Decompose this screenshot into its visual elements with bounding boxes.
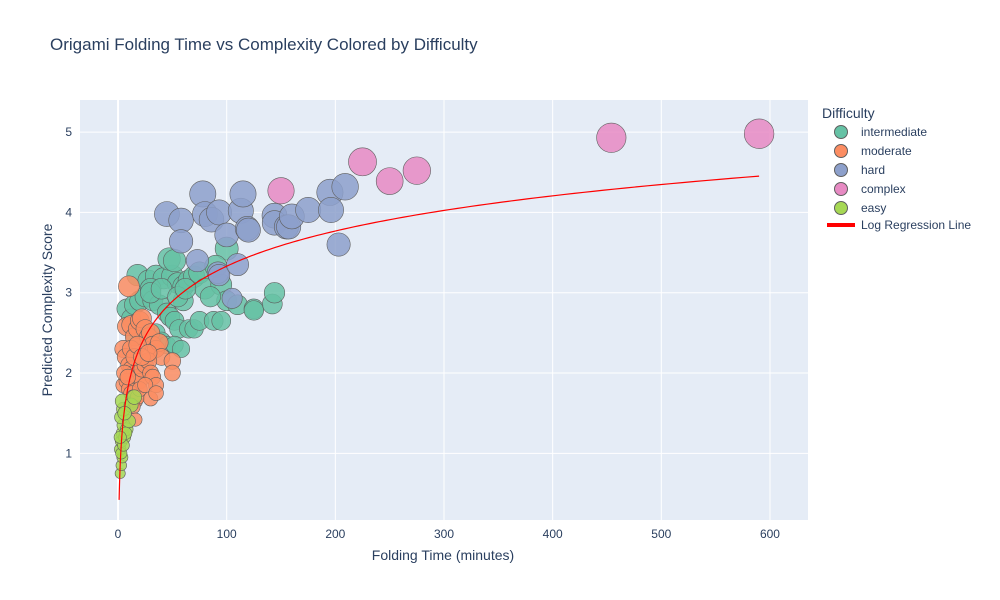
legend-marker-moderate[interactable] (834, 144, 848, 158)
tick-labels: 0 100 200 300 400 500 600 1 2 3 4 5 (65, 125, 780, 541)
legend-label-regression[interactable]: Log Regression Line (861, 218, 971, 232)
legend-marker-easy[interactable] (834, 201, 848, 215)
data-point-moderate (139, 344, 158, 362)
y-tick-label: 5 (65, 125, 72, 139)
legend-label-hard[interactable]: hard (861, 163, 885, 177)
data-point-complex (348, 147, 377, 177)
data-point-intermediate (263, 282, 286, 304)
x-tick-label: 600 (760, 527, 780, 541)
data-point-hard (326, 232, 351, 257)
x-tick-label: 100 (217, 527, 237, 541)
legend[interactable]: Difficulty intermediate moderate hard compl… (822, 105, 971, 232)
data-point-complex (743, 118, 775, 149)
x-tick-label: 200 (325, 527, 345, 541)
legend-label-intermediate[interactable]: intermediate (861, 125, 927, 139)
data-point-complex (267, 177, 295, 205)
data-point-easy (113, 430, 127, 444)
x-tick-label: 0 (115, 527, 122, 541)
regression-line (118, 175, 760, 500)
regression-line-layer (118, 175, 760, 500)
y-tick-label: 3 (65, 286, 72, 300)
data-point-complex (375, 167, 404, 195)
data-points (113, 118, 775, 479)
legend-label-complex[interactable]: complex (861, 182, 906, 196)
legend-title: Difficulty (822, 105, 875, 121)
data-point-hard (318, 197, 344, 223)
data-point-easy (126, 389, 142, 405)
data-point-hard (236, 217, 261, 243)
data-point-hard (185, 249, 209, 273)
x-tick-label: 400 (543, 527, 563, 541)
chart-title: Origami Folding Time vs Complexity Color… (50, 35, 478, 54)
data-point-hard (214, 222, 239, 248)
x-tick-label: 500 (651, 527, 671, 541)
data-point-intermediate (199, 286, 221, 308)
x-tick-label: 300 (434, 527, 454, 541)
data-point-hard (221, 287, 243, 309)
data-point-intermediate (211, 311, 232, 331)
data-point-hard (168, 207, 194, 234)
data-point-hard (168, 229, 194, 254)
data-point-hard (229, 180, 257, 208)
legend-label-moderate[interactable]: moderate (861, 144, 912, 158)
data-point-moderate (137, 377, 154, 394)
y-axis-title: Predicted Complexity Score (39, 223, 55, 396)
data-point-moderate (164, 364, 181, 382)
legend-marker-intermediate[interactable] (834, 125, 848, 139)
y-tick-label: 1 (65, 446, 72, 460)
y-tick-label: 4 (65, 205, 72, 219)
data-point-hard (331, 173, 359, 201)
data-point-intermediate (172, 339, 191, 358)
legend-marker-complex[interactable] (834, 182, 848, 196)
data-point-intermediate (243, 300, 264, 321)
data-point-moderate (119, 368, 136, 386)
data-point-moderate (118, 275, 140, 298)
legend-marker-hard[interactable] (834, 163, 848, 177)
data-point-hard (206, 199, 232, 226)
x-axis-title: Folding Time (minutes) (372, 547, 514, 563)
data-point-complex (596, 122, 627, 153)
data-point-moderate (148, 385, 164, 401)
y-tick-label: 2 (65, 366, 72, 380)
data-point-complex (402, 156, 431, 185)
legend-label-easy[interactable]: easy (861, 201, 886, 215)
data-point-hard (295, 197, 322, 223)
